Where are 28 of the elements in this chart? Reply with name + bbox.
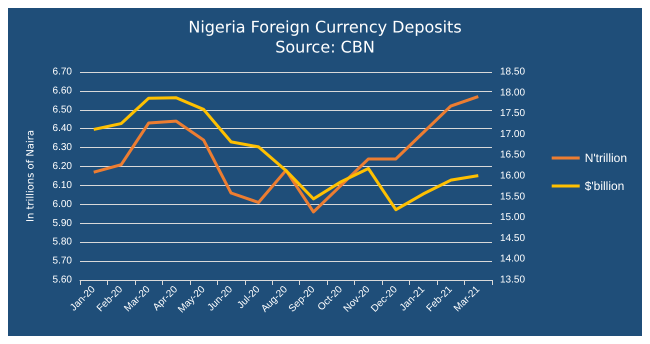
y2-tick-label: 15.50 [500, 191, 526, 202]
chart-subtitle: Source: CBN [275, 38, 375, 56]
y-tick-label: 6.70 [52, 66, 72, 78]
y2-tick-label: 13.50 [500, 274, 526, 286]
y-tick-label: 6.50 [52, 104, 72, 116]
y-tick-label: 5.70 [52, 256, 72, 267]
legend-label: $'billion [584, 179, 624, 193]
y-tick-label: 5.80 [52, 236, 72, 248]
y-tick-label: 6.60 [52, 85, 72, 96]
y-tick-label: 6.30 [52, 142, 72, 154]
y-tick-label: 6.00 [52, 198, 72, 210]
y2-tick-label: 15.00 [500, 212, 526, 224]
y2-tick-label: 16.50 [500, 150, 526, 161]
y2-tick-label: 16.00 [500, 170, 526, 182]
y-tick-label: 5.60 [52, 274, 72, 286]
y2-tick-label: 17.50 [500, 108, 526, 120]
y2-tick-label: 14.50 [500, 232, 526, 244]
y-tick-label: 6.40 [52, 123, 72, 134]
chart-title: Nigeria Foreign Currency Deposits [188, 18, 462, 36]
y-tick-label: 6.10 [52, 180, 72, 191]
legend-label: N'trillion [584, 151, 628, 165]
y2-tick-label: 14.00 [500, 254, 526, 265]
y2-tick-label: 18.00 [500, 87, 526, 98]
y-tick-label: 6.20 [52, 161, 72, 172]
y-tick-label: 5.90 [52, 218, 72, 229]
y2-tick-label: 18.50 [500, 66, 526, 78]
y-axis-title: In trillions of Naira [26, 130, 36, 222]
y2-tick-label: 17.00 [500, 128, 526, 140]
